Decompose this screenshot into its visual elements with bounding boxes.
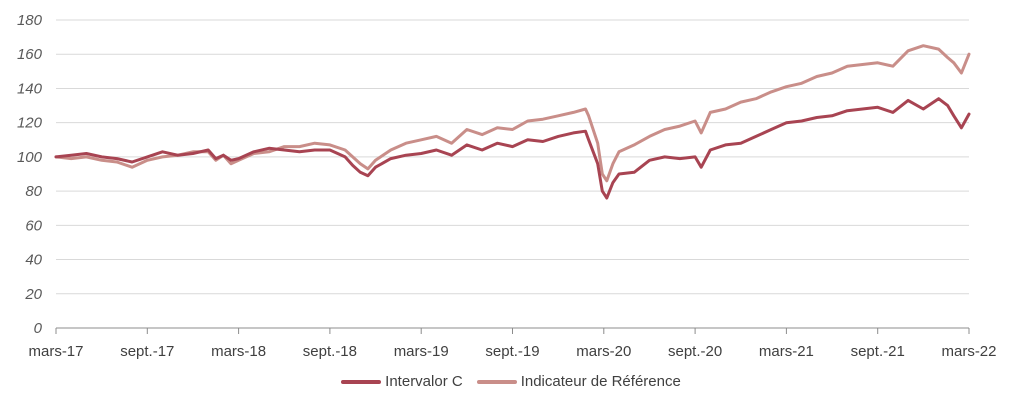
x-tick-label: sept.-20 (668, 343, 722, 360)
legend-item-intervalor: Intervalor C (341, 373, 463, 390)
x-tick-label: sept.-19 (485, 343, 539, 360)
legend-label-intervalor: Intervalor C (385, 373, 463, 390)
series-line-intervalor (54, 97, 971, 200)
x-tick-label: mars-19 (394, 343, 449, 360)
y-tick-label: 40 (25, 252, 42, 269)
series-line-indicateur (54, 44, 971, 183)
legend: Intervalor C Indicateur de Référence (0, 373, 1022, 390)
gridlines (56, 19, 969, 295)
x-tick-label: mars-17 (28, 343, 83, 360)
legend-swatch-indicateur (476, 379, 517, 384)
x-tick-label: mars-20 (576, 343, 631, 360)
series-lines (54, 44, 971, 200)
x-axis: mars-17 sept.-17 mars-18 sept.-18 mars-19 sep… (28, 327, 997, 360)
y-tick-label: 60 (25, 217, 42, 234)
y-tick-label: 20 (24, 286, 42, 303)
y-tick-label: 80 (25, 183, 42, 200)
y-tick-label: 120 (17, 115, 43, 132)
x-tick-label: sept.-21 (851, 343, 905, 360)
x-tick-label: mars-21 (759, 343, 814, 360)
y-tick-label: 180 (17, 12, 43, 29)
legend-item-indicateur: Indicateur de Référence (476, 373, 681, 390)
y-tick-label: 0 (34, 320, 43, 337)
y-tick-label: 140 (17, 80, 43, 97)
x-tick-label: sept.-18 (303, 343, 357, 360)
y-tick-label: 160 (17, 46, 43, 63)
y-tick-label: 100 (17, 149, 43, 166)
legend-label-indicateur: Indicateur de Référence (520, 373, 681, 390)
x-tick-label: mars-22 (941, 343, 996, 360)
x-tick-label: sept.-17 (120, 343, 174, 360)
y-axis-ticks: 0 20 40 60 80 100 120 140 160 180 (17, 12, 43, 337)
x-tick-label: mars-18 (211, 343, 266, 360)
legend-swatch-intervalor (341, 379, 382, 384)
